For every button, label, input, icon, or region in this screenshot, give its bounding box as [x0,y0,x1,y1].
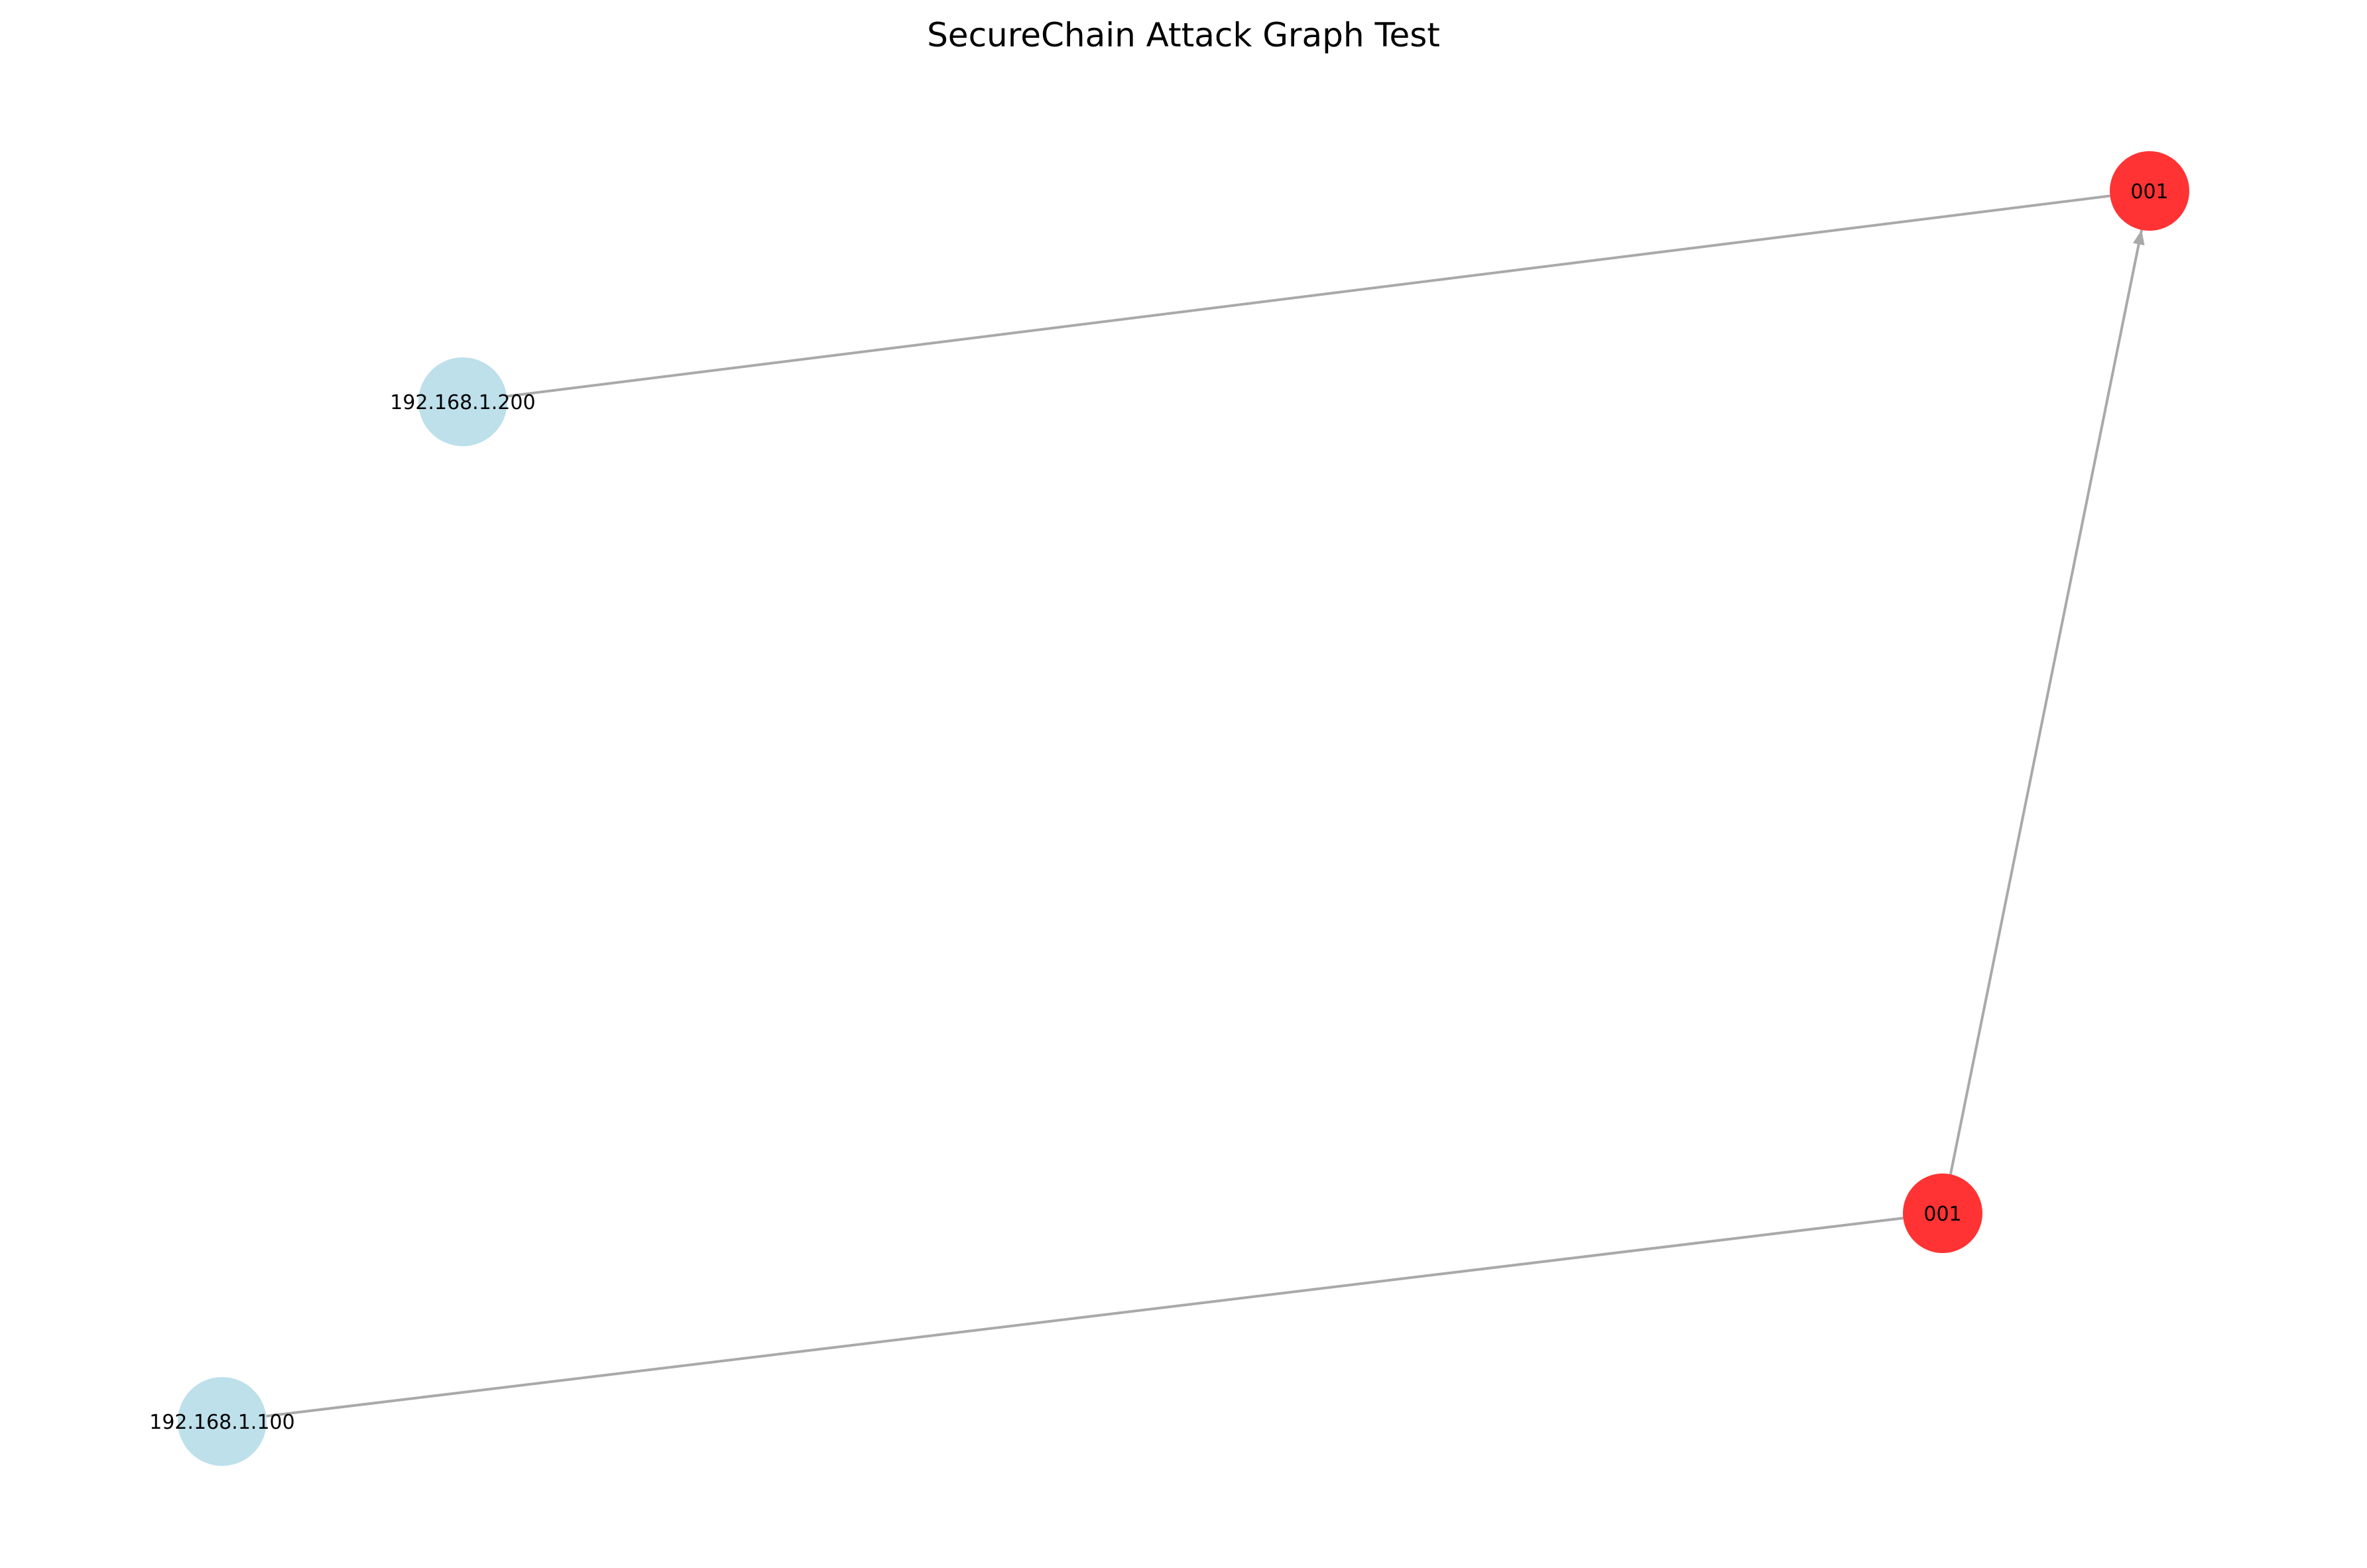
edge-arrowhead [2132,229,2145,246]
node-circle-host [418,357,507,446]
node-label: 192.168.1.200 [390,391,535,414]
graph-node-host-200: 192.168.1.200 [390,357,536,446]
node-circle-attack [2110,151,2189,231]
node-circle-attack [1903,1174,1982,1253]
node-circle-host [178,1377,267,1466]
graph-edge-attack-bottom-to-attack-top [1949,229,2144,1175]
edges-layer [266,194,2145,1417]
graph-node-attack-bottom: 001 [1903,1174,1982,1253]
node-label: 001 [1923,1203,1961,1226]
graph-title: SecureChain Attack Graph Test [927,16,1440,54]
graph-node-attack-top: 001 [2110,151,2189,231]
graph-edge-host-100-to-attack-bottom [266,1217,1904,1417]
node-label: 192.168.1.100 [149,1411,294,1434]
graph-node-host-100: 192.168.1.100 [149,1377,295,1466]
node-label: 001 [2130,180,2168,204]
nodes-layer: 192.168.1.200 192.168.1.100 001 001 [149,151,2189,1466]
graph-edge-host-200-to-attack-top [507,194,2110,398]
